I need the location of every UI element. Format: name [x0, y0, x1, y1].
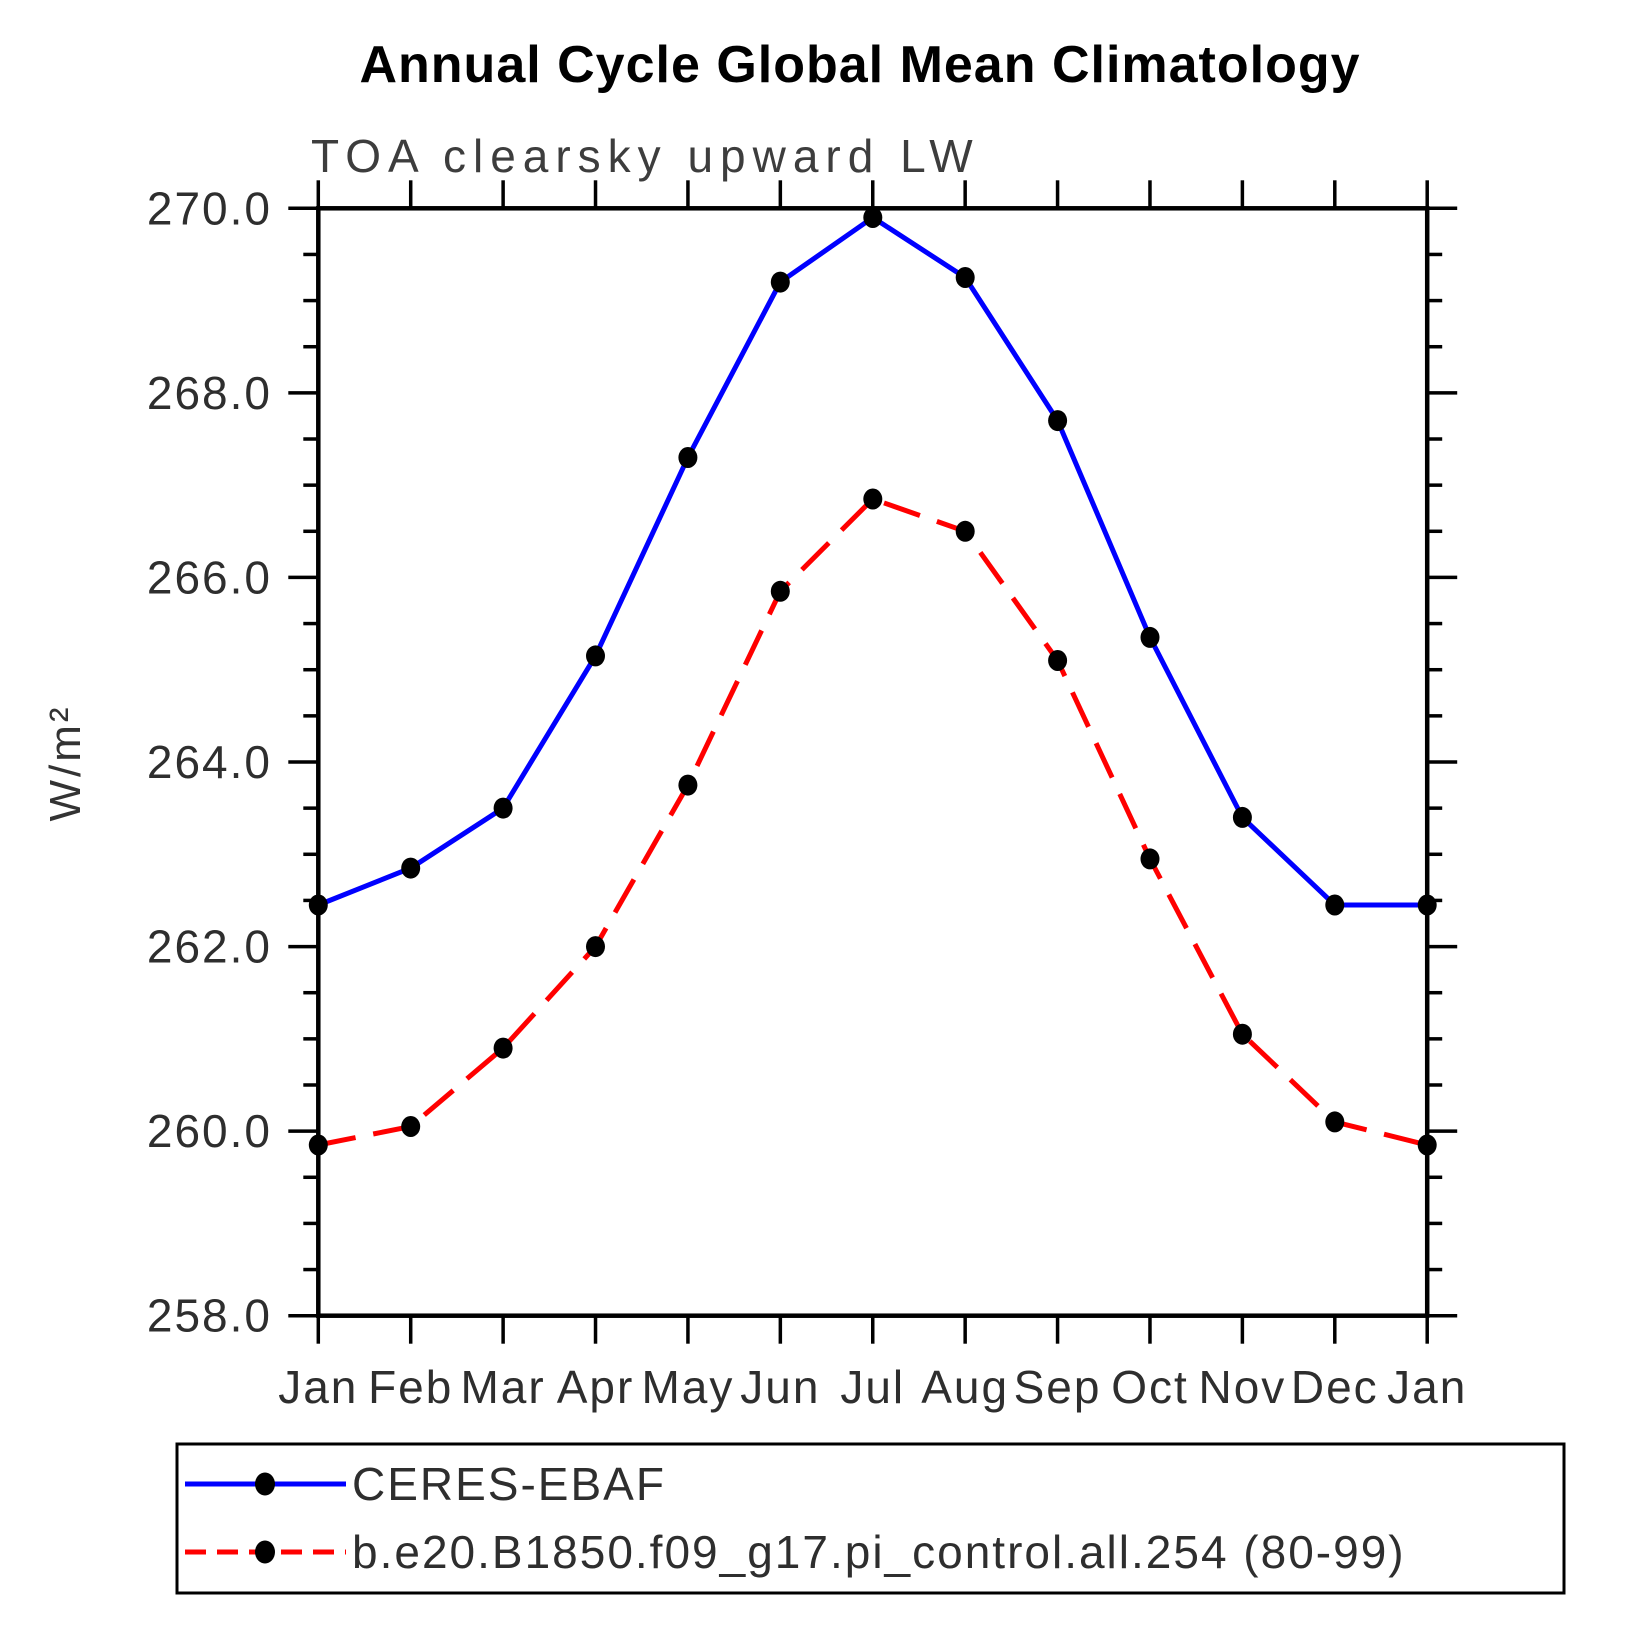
data-point-marker [401, 857, 421, 879]
x-tick-label: Jul [840, 1361, 905, 1413]
x-tick-label: Jan [278, 1361, 358, 1413]
y-tick-label: 264.0 [147, 736, 272, 788]
data-point-marker [770, 580, 790, 602]
data-point-marker [863, 207, 883, 228]
data-point-marker [586, 645, 605, 667]
x-tick-label: Nov [1198, 1361, 1286, 1413]
data-point-marker [678, 774, 698, 796]
y-tick-label: 258.0 [147, 1290, 272, 1342]
y-tick-label: 260.0 [147, 1105, 272, 1157]
plot-frame [316, 206, 1430, 1318]
data-point-marker [1232, 1023, 1252, 1045]
series-line-0 [317, 215, 1428, 908]
data-point-marker [308, 894, 328, 916]
x-tick-label: Jan [1387, 1361, 1467, 1413]
data-point-marker [586, 936, 605, 958]
series-layer [308, 207, 1437, 1156]
data-point-marker [770, 271, 790, 293]
data-point-marker [493, 1037, 513, 1059]
x-tick-label: Apr [557, 1361, 635, 1413]
y-tick-label: 266.0 [147, 551, 272, 603]
data-point-marker [955, 520, 975, 542]
x-tick-label: May [641, 1361, 734, 1413]
legend-label-1: b.e20.B1850.f09_g17.pi_control.all.254 (… [352, 1526, 1406, 1578]
data-point-marker [1417, 894, 1437, 916]
x-tick-label: Jun [740, 1361, 820, 1413]
legend-marker-0 [255, 1472, 275, 1496]
data-point-marker [1048, 410, 1068, 432]
y-tick-label: 270.0 [147, 182, 272, 234]
x-tick-label: Mar [460, 1361, 545, 1413]
x-tick-label: Feb [368, 1361, 453, 1413]
y-tick-label: 262.0 [147, 921, 272, 973]
legend-box [175, 1442, 1566, 1595]
data-point-marker [1232, 806, 1252, 828]
y-tick-label: 268.0 [147, 367, 272, 419]
chart-title: Annual Cycle Global Mean Climatology [359, 36, 1360, 94]
data-point-marker [678, 447, 698, 468]
y-axis-title: W/m² [41, 704, 90, 821]
legend-label-0: CERES-EBAF [352, 1458, 666, 1510]
data-point-marker [308, 1134, 328, 1156]
x-tick-label: Oct [1111, 1361, 1189, 1413]
legend: CERES-EBAF b.e20.B1850.f09_g17.pi_control… [175, 1442, 1566, 1595]
data-point-marker [1048, 650, 1068, 671]
x-tick-label: Aug [921, 1361, 1009, 1413]
data-point-marker [1140, 848, 1160, 870]
data-point-marker [1325, 894, 1345, 916]
data-point-marker [863, 488, 883, 510]
legend-marker-1 [255, 1540, 275, 1564]
data-point-marker [955, 267, 975, 288]
data-point-marker [401, 1116, 421, 1137]
data-point-marker [1417, 1134, 1437, 1156]
data-point-marker [1325, 1111, 1345, 1133]
data-point-marker [1140, 626, 1160, 648]
x-tick-label: Sep [1014, 1361, 1102, 1413]
data-point-marker [493, 797, 513, 819]
legend-rows: CERES-EBAF b.e20.B1850.f09_g17.pi_control… [185, 1458, 1406, 1578]
x-tick-label: Dec [1291, 1361, 1379, 1413]
chart-subtitle: TOA clearsky upward LW [311, 130, 980, 182]
